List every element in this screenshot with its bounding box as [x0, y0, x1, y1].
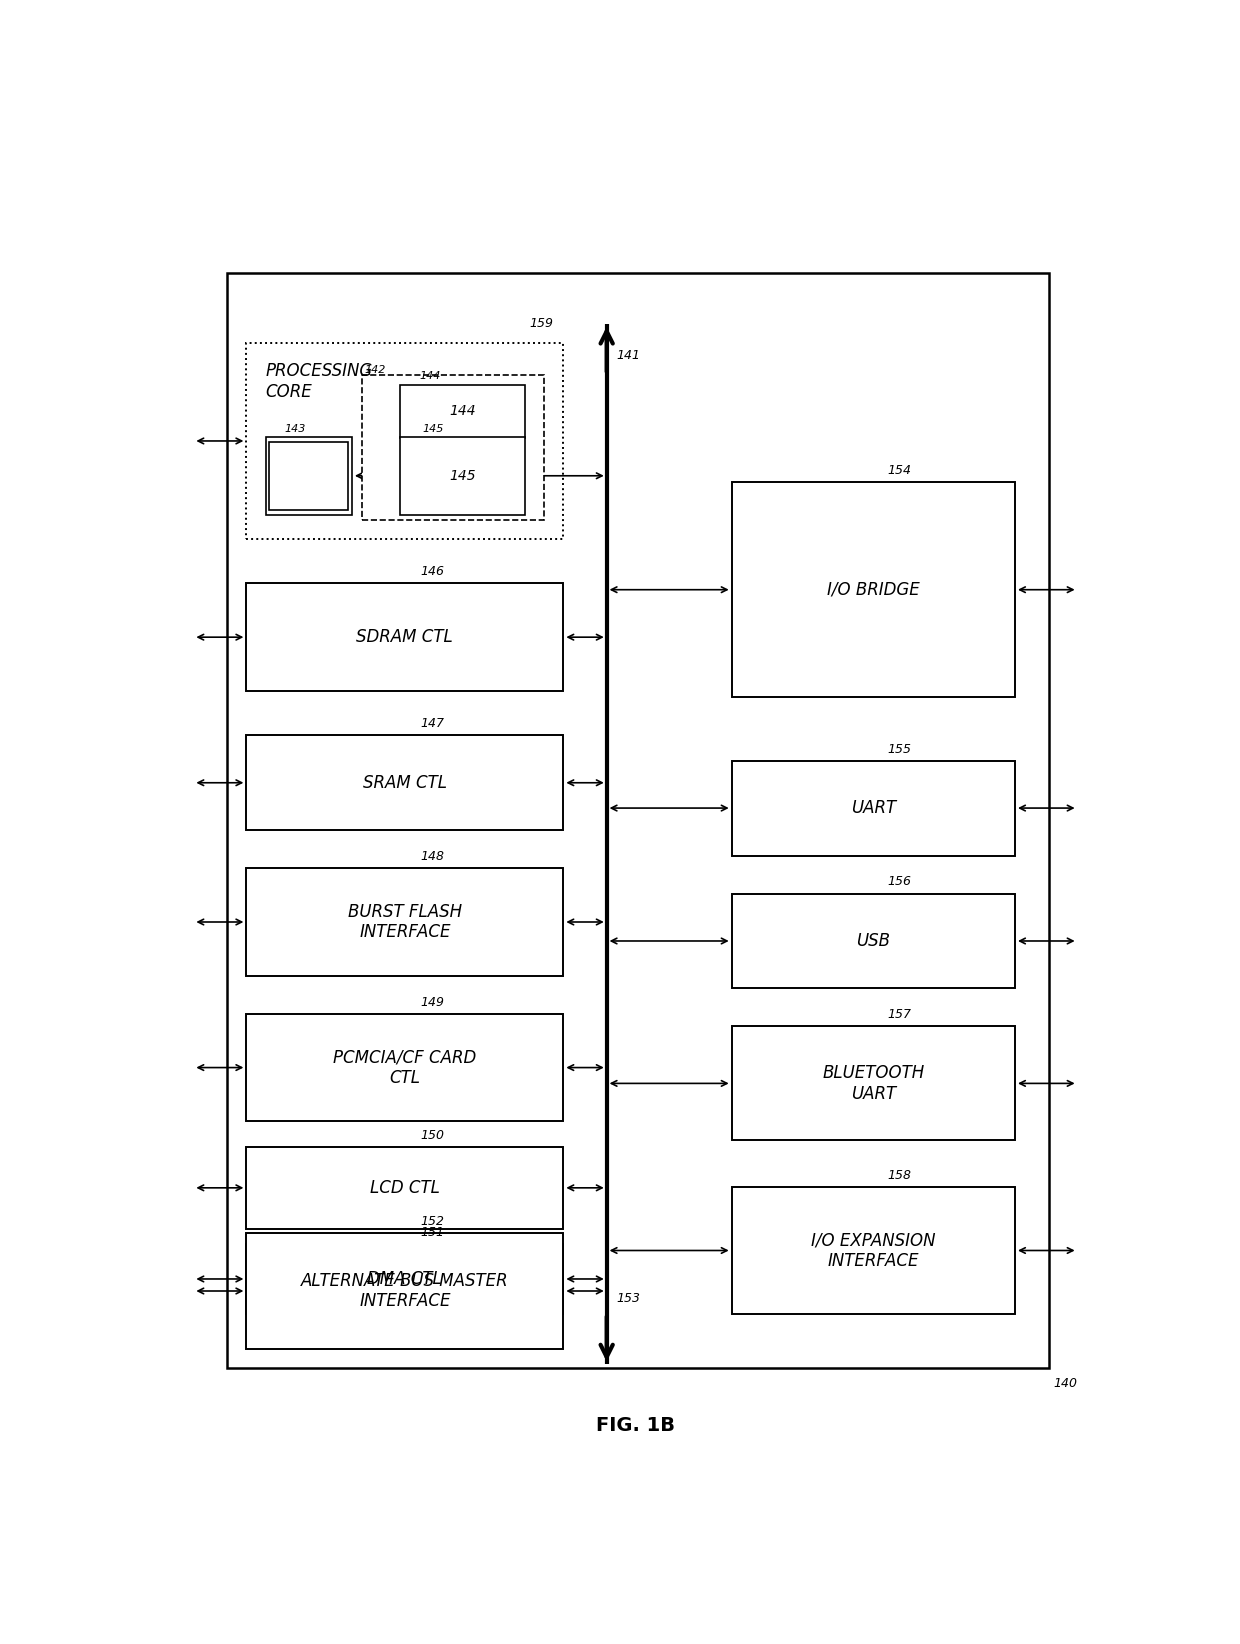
Bar [401, 385, 525, 437]
Text: 151: 151 [420, 1226, 445, 1240]
Bar [247, 584, 563, 690]
Bar [247, 868, 563, 977]
Text: 145: 145 [449, 469, 476, 483]
Text: ALTERNATE BUS MASTER
INTERFACE: ALTERNATE BUS MASTER INTERFACE [301, 1271, 508, 1310]
Text: 142: 142 [365, 365, 386, 375]
Text: PROCESSING
CORE: PROCESSING CORE [265, 362, 373, 401]
Bar [247, 1014, 563, 1121]
Text: PCMCIA/CF CARD
CTL: PCMCIA/CF CARD CTL [334, 1049, 476, 1087]
Bar [247, 1245, 563, 1314]
Bar [247, 1233, 563, 1350]
Text: 141: 141 [616, 349, 640, 362]
Bar [247, 1148, 563, 1230]
Text: BURST FLASH
INTERFACE: BURST FLASH INTERFACE [347, 903, 463, 942]
Text: 143: 143 [295, 469, 322, 483]
Text: 159: 159 [529, 317, 554, 330]
Text: UART: UART [851, 799, 897, 817]
Text: DMA CTL: DMA CTL [367, 1269, 443, 1287]
Bar [247, 344, 563, 539]
Text: 148: 148 [420, 850, 445, 863]
Text: 157: 157 [888, 1008, 911, 1021]
Text: LCD CTL: LCD CTL [370, 1179, 440, 1197]
Text: FIG. 1B: FIG. 1B [596, 1415, 675, 1435]
Bar [247, 735, 563, 830]
Text: USB: USB [857, 932, 890, 950]
Text: 156: 156 [888, 876, 911, 888]
Bar [227, 273, 1049, 1368]
Bar [732, 482, 1016, 697]
Text: 143: 143 [285, 424, 306, 434]
Text: SRAM CTL: SRAM CTL [363, 774, 446, 792]
Bar [732, 1026, 1016, 1141]
Bar [362, 375, 544, 520]
Text: SDRAM CTL: SDRAM CTL [356, 628, 454, 646]
Text: 147: 147 [420, 717, 445, 730]
Text: I/O BRIDGE: I/O BRIDGE [827, 580, 920, 598]
Text: 145: 145 [422, 424, 444, 434]
Text: BLUETOOTH
UART: BLUETOOTH UART [822, 1064, 925, 1103]
Text: 155: 155 [888, 743, 911, 756]
Text: 144: 144 [419, 372, 440, 381]
Bar [732, 893, 1016, 988]
Bar [265, 437, 352, 515]
Text: 140: 140 [1054, 1378, 1078, 1391]
Text: 144: 144 [449, 404, 476, 418]
Text: 150: 150 [420, 1129, 445, 1141]
Text: 146: 146 [420, 566, 445, 579]
Bar [269, 442, 348, 510]
Text: 149: 149 [420, 996, 445, 1009]
Text: I/O EXPANSION
INTERFACE: I/O EXPANSION INTERFACE [811, 1231, 936, 1269]
Text: 152: 152 [420, 1215, 445, 1228]
Bar [732, 1187, 1016, 1314]
Text: 154: 154 [888, 464, 911, 477]
Bar [401, 437, 525, 515]
Text: 158: 158 [888, 1169, 911, 1182]
Bar [732, 761, 1016, 855]
Text: 153: 153 [616, 1292, 640, 1305]
